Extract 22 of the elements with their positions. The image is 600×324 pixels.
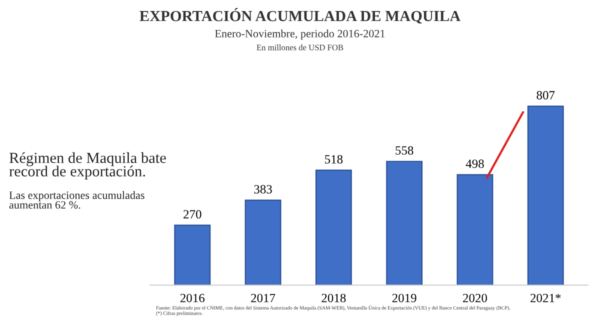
x-tick-label: 2017 (251, 294, 276, 302)
x-tick-label: 2016 (180, 294, 205, 302)
x-tick-label: 2020 (463, 294, 487, 302)
data-label: 498 (466, 160, 484, 168)
data-label: 807 (536, 91, 555, 100)
bar (386, 160, 423, 286)
chart-title: EXPORTACIÓN ACUMULADA DE MAQUILA (140, 8, 461, 24)
bar (527, 106, 564, 286)
bar (244, 200, 282, 286)
annotation: Régimen de Maquila bate record de exportación. (9, 152, 166, 180)
text: Las exportaciones acumuladas aumentan 62 %. (9, 191, 144, 209)
data-label: 558 (396, 146, 414, 155)
x-tick-label: 2019 (392, 294, 416, 302)
x-tick-label: 2018 (322, 294, 346, 302)
data-label: 270 (184, 210, 202, 219)
x-tick-label: 2021* (530, 294, 561, 302)
data-label: 518 (325, 155, 343, 164)
data-label: 383 (254, 185, 272, 194)
bar (174, 224, 211, 286)
bar (315, 170, 352, 286)
bar (456, 174, 494, 286)
chart-subtitle: Enero-Noviembre, periodo 2016-2021 En millones de USD FOB (215, 30, 385, 50)
